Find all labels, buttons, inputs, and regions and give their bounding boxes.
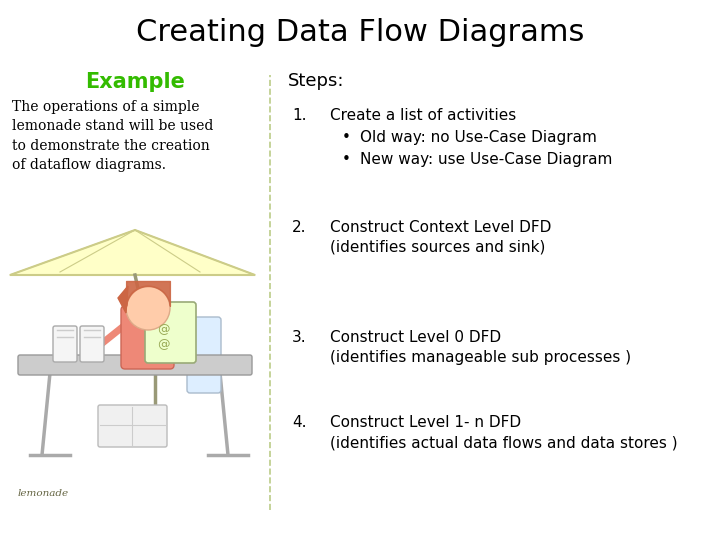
Text: •: •: [342, 152, 351, 167]
Text: 1.: 1.: [292, 108, 307, 123]
Text: (identifies sources and sink): (identifies sources and sink): [330, 240, 545, 255]
Polygon shape: [118, 286, 128, 313]
Text: Create a list of activities: Create a list of activities: [330, 108, 516, 123]
FancyBboxPatch shape: [53, 326, 77, 362]
Text: Creating Data Flow Diagrams: Creating Data Flow Diagrams: [136, 18, 584, 47]
Text: (identifies manageable sub processes ): (identifies manageable sub processes ): [330, 350, 631, 365]
Text: New way: use Use-Case Diagram: New way: use Use-Case Diagram: [360, 152, 613, 167]
Text: 4.: 4.: [292, 415, 307, 430]
Text: The operations of a simple
lemonade stand will be used
to demonstrate the creati: The operations of a simple lemonade stan…: [12, 100, 213, 172]
FancyBboxPatch shape: [98, 405, 167, 447]
Text: Construct Level 0 DFD: Construct Level 0 DFD: [330, 330, 501, 345]
Text: Construct Context Level DFD: Construct Context Level DFD: [330, 220, 552, 235]
FancyBboxPatch shape: [187, 317, 221, 393]
Text: Example: Example: [85, 72, 185, 92]
Text: (identifies actual data flows and data stores ): (identifies actual data flows and data s…: [330, 435, 678, 450]
Text: 3.: 3.: [292, 330, 307, 345]
Text: 2.: 2.: [292, 220, 307, 235]
Text: @: @: [157, 339, 169, 352]
Text: @: @: [157, 323, 169, 336]
FancyBboxPatch shape: [145, 302, 196, 363]
FancyBboxPatch shape: [80, 326, 104, 362]
Text: Construct Level 1- n DFD: Construct Level 1- n DFD: [330, 415, 521, 430]
Circle shape: [126, 286, 170, 330]
FancyBboxPatch shape: [121, 306, 174, 369]
Polygon shape: [10, 230, 255, 275]
Text: Steps:: Steps:: [288, 72, 344, 90]
FancyBboxPatch shape: [18, 355, 252, 375]
Text: •: •: [342, 130, 351, 145]
Text: lemonade: lemonade: [18, 489, 69, 498]
Text: Old way: no Use-Case Diagram: Old way: no Use-Case Diagram: [360, 130, 597, 145]
